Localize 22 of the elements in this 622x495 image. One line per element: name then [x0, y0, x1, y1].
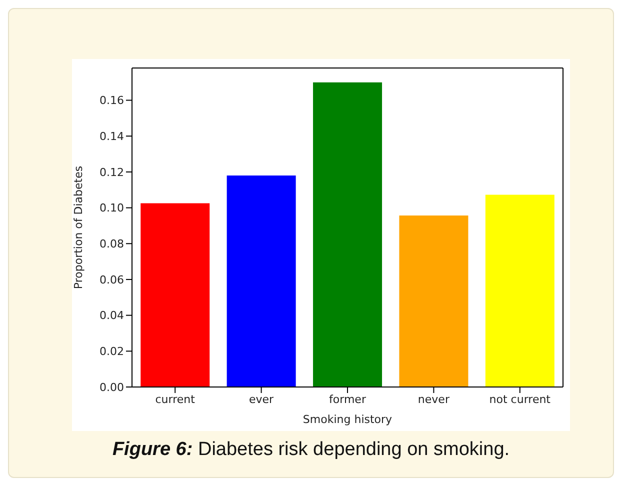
y-tick-label: 0.14 [100, 130, 124, 144]
x-axis-title: Smoking history [302, 413, 393, 426]
y-tick-label: 0.10 [100, 202, 124, 215]
bar [399, 215, 468, 387]
x-tick-label: ever [249, 392, 274, 406]
x-tick-label: former [329, 392, 366, 406]
y-axis-title: Proportion of Diabetes [72, 166, 85, 290]
bar [226, 176, 296, 387]
x-tick-label: not current [489, 392, 552, 406]
x-tick-label: never [418, 392, 450, 406]
y-tick-label: 0.04 [100, 309, 124, 322]
caption: Figure 6: Diabetes risk depending on smoking. [111, 439, 511, 461]
x-tick-label: current [155, 392, 196, 406]
y-tick-label: 0.06 [100, 273, 124, 286]
y-tick-label: 0.00 [100, 380, 124, 394]
y-tick-label: 0.16 [100, 94, 124, 108]
y-tick-label: 0.08 [100, 238, 124, 251]
y-tick-label: 0.02 [100, 345, 124, 358]
bar [485, 194, 554, 387]
bar [140, 203, 210, 387]
bar [313, 82, 382, 387]
y-tick-label: 0.12 [100, 166, 124, 179]
